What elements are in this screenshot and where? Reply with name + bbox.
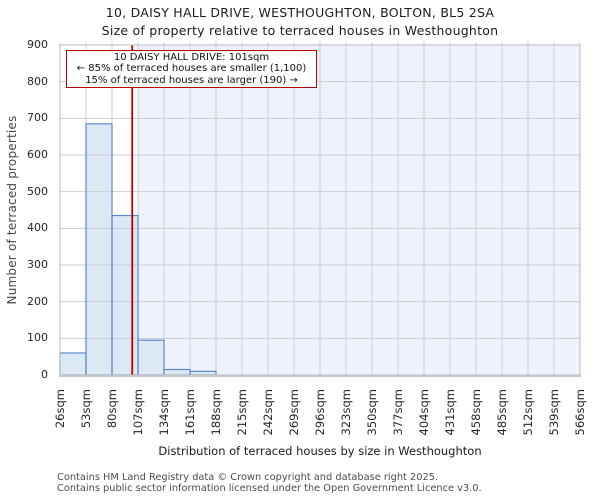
- x-tick-label: 512sqm: [521, 389, 535, 436]
- x-tick-label: 26sqm: [53, 389, 67, 429]
- y-tick-label: 300: [27, 258, 48, 271]
- y-axis-label: Number of terraced properties: [5, 115, 19, 305]
- x-tick-label: 485sqm: [495, 389, 509, 436]
- x-tick-label: 296sqm: [313, 389, 327, 436]
- chart-subtitle: Size of property relative to terraced ho…: [101, 23, 499, 38]
- x-tick-label: 350sqm: [365, 389, 379, 436]
- y-tick-label: 100: [27, 331, 48, 345]
- histogram-bar: [164, 369, 190, 375]
- x-axis-label: Distribution of terraced houses by size …: [158, 444, 482, 458]
- y-tick-label: 500: [27, 184, 48, 198]
- x-tick-label: 215sqm: [235, 389, 249, 436]
- x-tick-label: 242sqm: [261, 389, 275, 436]
- x-tick-label: 431sqm: [443, 389, 457, 436]
- annotation-smaller-stat: ← 85% of terraced houses are smaller (1,…: [76, 63, 307, 75]
- y-tick-label: 900: [27, 38, 48, 51]
- larger-region-shade: [138, 45, 580, 375]
- x-tick-label: 134sqm: [157, 389, 171, 436]
- x-tick-label: 53sqm: [79, 389, 93, 429]
- x-tick-label: 161sqm: [183, 389, 197, 436]
- annotation-larger-stat: 15% of terraced houses are larger (190) …: [85, 74, 298, 86]
- x-tick-label: 458sqm: [469, 389, 483, 436]
- x-tick-label: 188sqm: [209, 389, 223, 436]
- property-annotation-box: 10 DAISY HALL DRIVE: 101sqm ← 85% of ter…: [66, 50, 317, 88]
- histogram-bar: [60, 353, 86, 375]
- histogram-bar: [112, 215, 138, 375]
- x-tick-label: 269sqm: [287, 389, 301, 436]
- y-tick-label: 200: [27, 294, 48, 308]
- y-tick-label: 0: [41, 368, 48, 381]
- footer-open-government-licence: Contains public sector information licen…: [57, 483, 482, 494]
- x-tick-label: 566sqm: [573, 389, 587, 436]
- chart-title: 10, DAISY HALL DRIVE, WESTHOUGHTON, BOLT…: [105, 5, 495, 20]
- footer-copyright-hm-land-registry: Contains HM Land Registry data © Crown c…: [57, 472, 439, 483]
- histogram-bar: [138, 340, 164, 375]
- x-tick-label: 323sqm: [339, 389, 353, 436]
- y-tick-label: 800: [27, 74, 48, 88]
- annotation-property-label: 10 DAISY HALL DRIVE: 101sqm: [113, 52, 270, 63]
- y-tick-label: 700: [27, 111, 48, 125]
- x-tick-label: 377sqm: [391, 389, 405, 436]
- y-tick-label: 400: [27, 221, 48, 235]
- y-tick-label: 600: [27, 148, 48, 161]
- x-tick-label: 80sqm: [105, 389, 119, 429]
- x-tick-label: 539sqm: [547, 389, 561, 436]
- x-tick-label: 107sqm: [131, 389, 145, 436]
- histogram-bar: [86, 123, 112, 375]
- histogram-bar: [190, 371, 216, 375]
- x-tick-label: 404sqm: [417, 389, 431, 436]
